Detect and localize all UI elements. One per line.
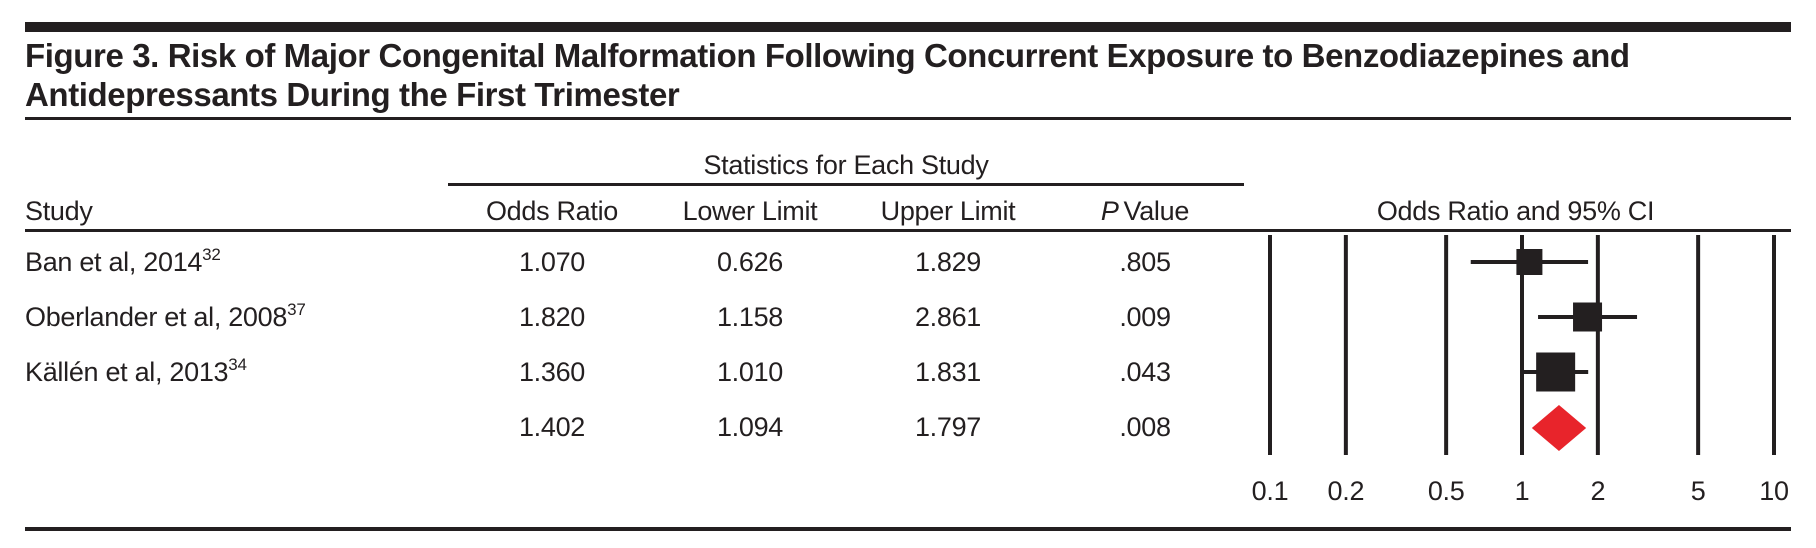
axis-tick-label-2: 2 — [1591, 476, 1606, 506]
upper-limit-value: 2.861 — [914, 302, 982, 332]
axis-tick-label-0.2: 0.2 — [1328, 476, 1365, 506]
forest-plot-chart: 0.1 0.2 0.5 1 2 5 10 — [1252, 235, 1789, 506]
odds-ratio-value: 1.360 — [518, 357, 586, 387]
lower-limit-value: 1.158 — [716, 302, 784, 332]
study-label: Källén et al, 201334 — [25, 355, 445, 387]
study-name: Oberlander et al, 2008 — [25, 302, 288, 332]
reference-superscript: 32 — [202, 245, 221, 264]
figure-title: Figure 3. Risk of Major Congenital Malfo… — [25, 37, 1630, 113]
title-divider — [25, 117, 1791, 120]
column-header-odds-ratio: Odds Ratio — [485, 196, 619, 226]
header-divider — [25, 229, 1791, 232]
odds-ratio-value: 1.820 — [518, 302, 586, 332]
odds-ratio-marker-study-3 — [1536, 352, 1576, 392]
lower-limit-value: 0.626 — [716, 247, 784, 277]
pooled-upper-limit-value: 1.797 — [914, 412, 982, 442]
axis-tick-label-1: 1 — [1515, 476, 1530, 506]
reference-superscript: 34 — [228, 355, 247, 374]
p-value: .009 — [1119, 302, 1171, 332]
column-header-p-value: P Value — [1045, 196, 1245, 226]
axis-tick-label-10: 10 — [1759, 476, 1788, 506]
p-value-rest: Value — [1123, 196, 1190, 226]
odds-ratio-marker-study-1 — [1516, 249, 1543, 275]
top-rule — [25, 22, 1791, 32]
axis-tick-label-0.1: 0.1 — [1252, 476, 1289, 506]
stats-group-header: Statistics for Each Study — [703, 150, 989, 180]
pooled-estimate-diamond — [1531, 405, 1587, 451]
column-header-upper-limit: Upper Limit — [880, 196, 1016, 226]
pooled-odds-ratio-value: 1.402 — [518, 412, 586, 442]
study-label: Ban et al, 201432 — [25, 245, 445, 277]
study-name: Källén et al, 2013 — [25, 357, 229, 387]
axis-tick-label-0.5: 0.5 — [1428, 476, 1465, 506]
reference-superscript: 37 — [287, 300, 306, 319]
odds-ratio-value: 1.070 — [518, 247, 586, 277]
stats-group-divider — [448, 183, 1244, 186]
column-header-odds-ratio-ci: Odds Ratio and 95% CI — [1376, 196, 1655, 226]
column-header-lower-limit: Lower Limit — [682, 196, 818, 226]
study-label: Oberlander et al, 200837 — [25, 300, 445, 332]
p-value: .805 — [1119, 247, 1171, 277]
upper-limit-value: 1.831 — [914, 357, 982, 387]
study-name: Ban et al, 2014 — [25, 247, 203, 277]
upper-limit-value: 1.829 — [914, 247, 982, 277]
pooled-lower-limit-value: 1.094 — [716, 412, 784, 442]
pooled-p-value: .008 — [1119, 412, 1171, 442]
lower-limit-value: 1.010 — [716, 357, 784, 387]
p-value: .043 — [1119, 357, 1171, 387]
axis-tick-label-5: 5 — [1691, 476, 1706, 506]
p-value-italic-p: P — [1100, 196, 1119, 226]
column-header-study: Study — [25, 196, 93, 226]
bottom-rule — [25, 527, 1791, 531]
odds-ratio-marker-study-2 — [1573, 302, 1603, 332]
